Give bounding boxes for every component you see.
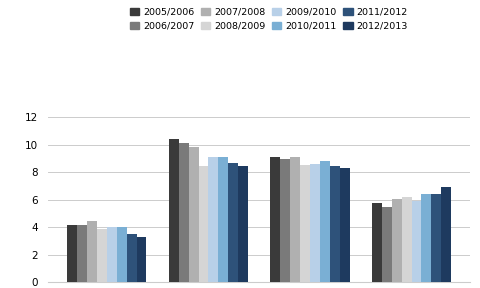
Bar — [441, 187, 451, 282]
Bar — [290, 157, 300, 282]
Bar — [189, 147, 199, 282]
Bar — [280, 159, 290, 282]
Bar — [136, 237, 146, 282]
Bar — [320, 161, 330, 282]
Bar — [97, 229, 107, 282]
Bar — [208, 157, 218, 282]
Bar — [421, 194, 432, 282]
Bar — [310, 164, 320, 282]
Bar — [179, 143, 189, 282]
Bar — [402, 197, 411, 282]
Bar — [169, 139, 179, 282]
Bar — [228, 163, 238, 282]
Bar — [372, 202, 382, 282]
Bar — [340, 168, 349, 282]
Bar — [432, 194, 441, 282]
Bar — [199, 166, 208, 282]
Bar — [218, 157, 228, 282]
Bar — [382, 207, 392, 282]
Bar — [67, 225, 77, 282]
Bar — [107, 227, 117, 282]
Bar — [270, 157, 280, 282]
Bar — [300, 165, 310, 282]
Bar — [87, 221, 97, 282]
Bar — [330, 166, 340, 282]
Legend: 2005/2006, 2006/2007, 2007/2008, 2008/2009, 2009/2010, 2010/2011, 2011/2012, 201: 2005/2006, 2006/2007, 2007/2008, 2008/20… — [130, 7, 408, 31]
Bar — [411, 201, 421, 282]
Bar — [392, 199, 402, 282]
Bar — [117, 227, 127, 282]
Bar — [238, 166, 248, 282]
Bar — [127, 234, 136, 282]
Bar — [77, 225, 87, 282]
